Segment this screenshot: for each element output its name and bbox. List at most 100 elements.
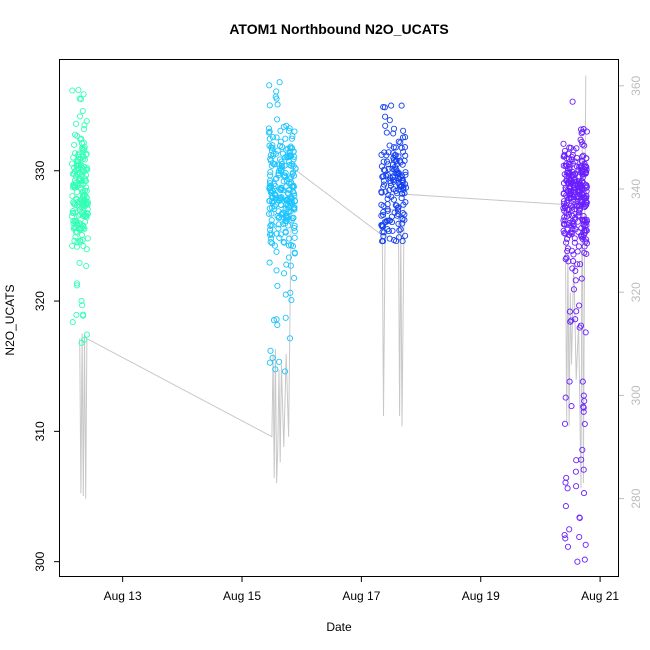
data-point xyxy=(279,164,286,171)
data-point xyxy=(390,144,397,151)
data-point xyxy=(561,531,568,539)
data-point xyxy=(291,275,298,282)
data-point xyxy=(73,311,80,318)
data-point xyxy=(571,235,578,242)
data-point xyxy=(564,485,571,492)
data-point xyxy=(73,195,80,202)
data-point xyxy=(266,197,273,204)
data-point xyxy=(563,474,570,481)
data-point xyxy=(80,222,87,229)
data-point xyxy=(267,238,274,246)
data-point xyxy=(267,187,274,194)
data-point xyxy=(575,209,582,216)
data-point xyxy=(282,172,289,179)
data-point xyxy=(74,181,81,188)
data-point xyxy=(266,359,273,366)
data-point xyxy=(580,408,587,415)
data-point xyxy=(579,235,586,242)
data-point xyxy=(79,144,86,151)
data-point xyxy=(565,207,572,214)
y2-tick-label: 360 xyxy=(629,75,643,95)
data-point xyxy=(78,204,85,211)
data-point xyxy=(383,218,390,225)
data-point xyxy=(562,535,569,542)
x-tick-label: Aug 21 xyxy=(581,589,619,603)
data-point xyxy=(280,178,287,185)
data-point xyxy=(77,155,84,162)
data-point xyxy=(579,216,586,224)
data-point xyxy=(280,238,287,245)
data-point xyxy=(276,156,284,163)
data-point xyxy=(562,394,569,401)
data-point xyxy=(383,129,390,136)
x-axis-label: Date xyxy=(326,620,352,634)
data-point xyxy=(560,200,568,207)
data-point xyxy=(71,170,78,177)
data-point xyxy=(275,208,282,215)
data-point xyxy=(566,526,573,533)
data-point xyxy=(567,184,574,191)
data-point xyxy=(80,191,87,198)
data-point xyxy=(582,329,589,336)
data-point xyxy=(291,204,298,212)
data-point xyxy=(398,183,405,190)
data-point xyxy=(566,378,573,385)
data-point xyxy=(70,225,77,232)
data-point xyxy=(380,233,387,240)
data-point xyxy=(269,142,276,149)
data-point xyxy=(288,297,295,304)
data-point xyxy=(268,221,275,228)
data-point xyxy=(73,120,80,127)
data-point xyxy=(266,259,273,266)
data-point xyxy=(399,161,406,168)
data-point xyxy=(395,211,402,218)
data-point xyxy=(84,235,91,242)
data-point xyxy=(578,138,585,145)
data-point xyxy=(568,247,575,254)
data-point xyxy=(388,193,395,200)
data-point xyxy=(392,144,399,151)
data-point xyxy=(565,171,572,178)
data-point xyxy=(77,175,84,183)
data-point xyxy=(574,558,581,565)
x-tick-label: Aug 19 xyxy=(462,589,500,603)
data-point xyxy=(561,151,568,158)
data-point xyxy=(74,239,81,246)
data-point xyxy=(576,302,583,309)
data-point xyxy=(566,170,573,177)
data-point xyxy=(277,142,284,149)
data-point xyxy=(76,259,83,266)
data-point xyxy=(82,218,89,226)
data-point xyxy=(273,267,280,274)
data-point xyxy=(269,354,276,361)
data-point xyxy=(390,125,398,132)
data-point xyxy=(378,201,385,208)
data-point xyxy=(402,232,409,239)
data-point xyxy=(272,182,279,190)
data-point xyxy=(288,145,296,152)
data-point xyxy=(573,457,580,464)
data-point xyxy=(77,211,84,218)
data-point xyxy=(77,237,84,244)
data-point xyxy=(380,103,387,111)
data-point xyxy=(274,282,281,289)
data-point xyxy=(389,165,396,172)
data-point xyxy=(76,95,83,102)
data-point xyxy=(576,533,583,541)
data-point xyxy=(577,261,584,268)
data-point xyxy=(568,403,575,410)
data-point xyxy=(290,214,297,221)
data-point xyxy=(579,128,586,135)
data-point xyxy=(267,168,274,176)
data-point xyxy=(566,180,573,187)
data-point xyxy=(398,172,405,179)
data-point xyxy=(74,132,81,140)
data-point xyxy=(396,157,403,164)
data-point xyxy=(562,503,569,510)
data-point xyxy=(80,243,87,250)
data-point xyxy=(580,404,587,411)
data-point xyxy=(269,134,277,141)
data-point xyxy=(581,556,588,563)
data-point xyxy=(581,216,588,223)
data-point xyxy=(276,234,283,241)
